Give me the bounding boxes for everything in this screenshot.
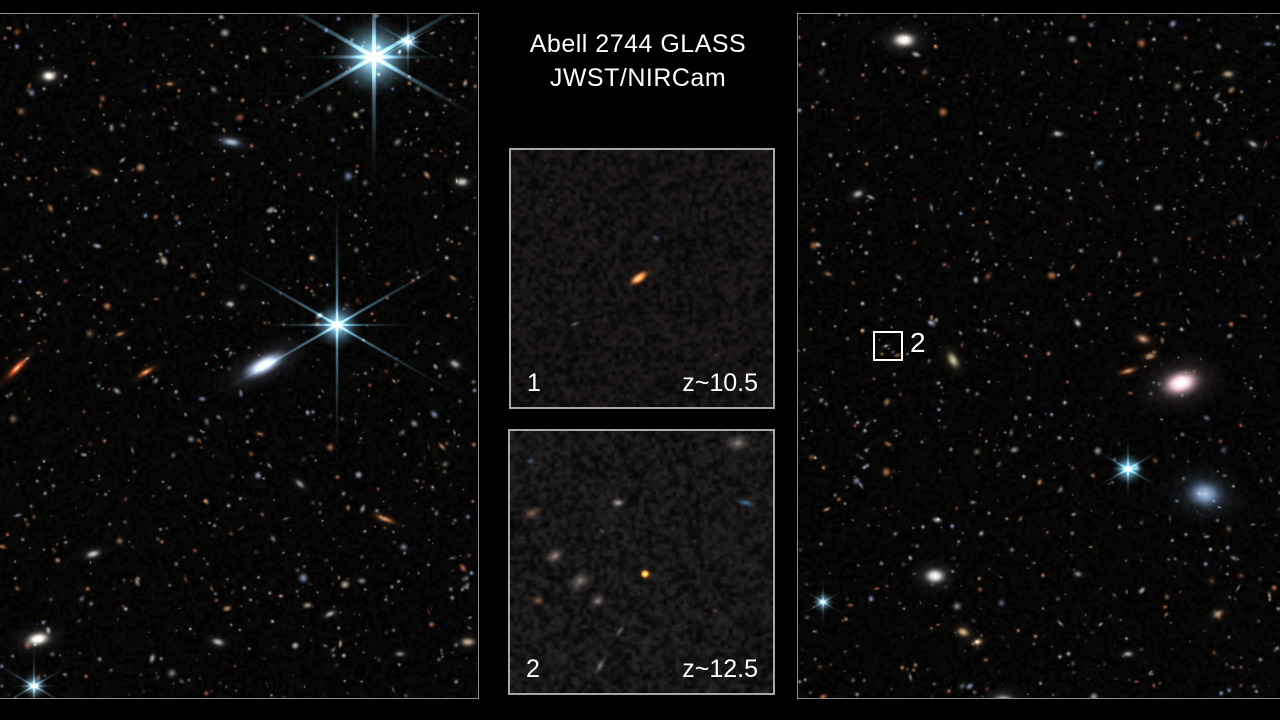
source-2-marker-box (873, 331, 903, 361)
inset-1-number-label: 1 (527, 369, 541, 397)
left-deep-field-image (0, 14, 477, 698)
right-deep-field-panel: 2 (797, 13, 1280, 699)
inset-2-image (510, 431, 773, 693)
inset-2-redshift-label: z~12.5 (682, 655, 758, 683)
left-deep-field-panel (0, 13, 479, 699)
inset-1-image (511, 150, 773, 407)
figure-title-line1: Abell 2744 GLASS (529, 30, 747, 58)
inset-1-redshift-label: z~10.5 (682, 369, 758, 397)
figure-title-line2: JWST/NIRCam (549, 64, 727, 92)
inset-panel-1: 1 z~10.5 (509, 148, 775, 409)
inset-panel-2: 2 z~12.5 (508, 429, 775, 695)
figure-title: Abell 2744 GLASS JWST/NIRCam (479, 27, 797, 95)
inset-2-number-label: 2 (526, 655, 540, 683)
source-2-marker-label: 2 (910, 327, 926, 358)
right-deep-field-image (798, 14, 1280, 698)
